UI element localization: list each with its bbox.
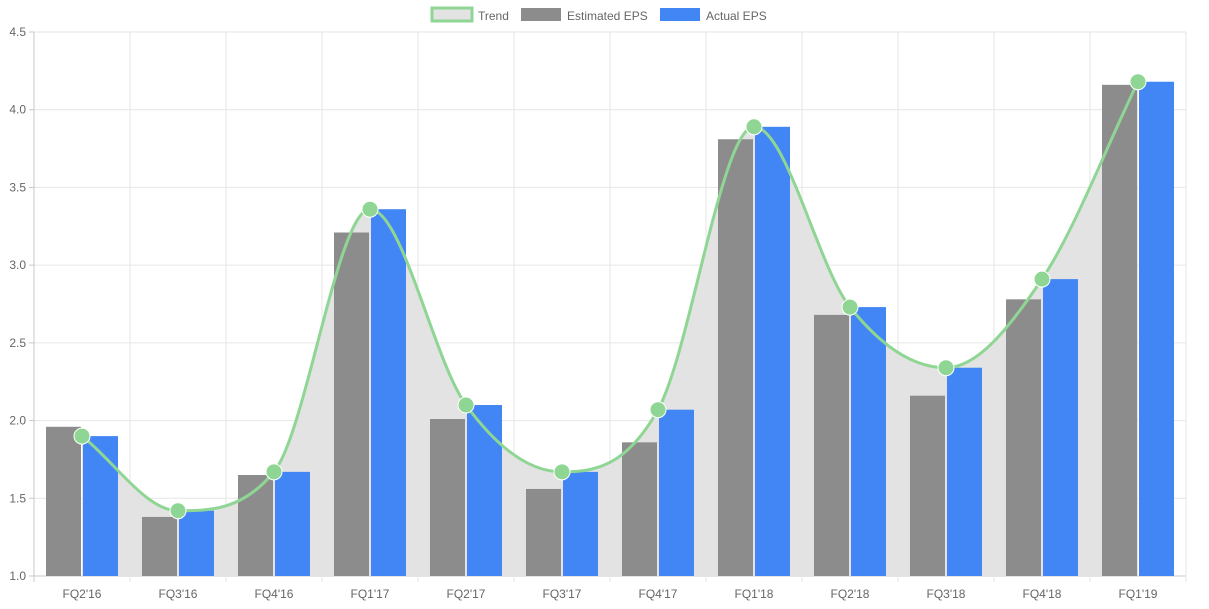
trend-point xyxy=(841,298,859,316)
trend-point xyxy=(361,200,379,218)
bar-actual-eps xyxy=(755,126,790,576)
bar-estimated-eps xyxy=(46,426,81,576)
bar-actual-eps xyxy=(947,367,982,576)
x-tick-label: FQ2'17 xyxy=(447,587,486,601)
x-tick-label: FQ3'18 xyxy=(927,587,966,601)
x-tick-label: FQ3'16 xyxy=(159,587,198,601)
x-tick-label: FQ2'18 xyxy=(831,587,870,601)
x-axis: FQ2'16 FQ3'16 FQ4'16 FQ1'17 FQ2'17 FQ3'17 FQ4'… xyxy=(63,587,1158,601)
y-tick-label: 1.0 xyxy=(9,569,26,583)
bar-estimated-eps xyxy=(430,419,465,576)
x-tick-label: FQ2'16 xyxy=(63,587,102,601)
trend-point xyxy=(649,401,667,419)
trend-point xyxy=(1033,270,1051,288)
x-tick-label: FQ4'17 xyxy=(639,587,678,601)
trend-point xyxy=(745,118,763,136)
bar-estimated-eps xyxy=(910,395,945,576)
trend-point xyxy=(937,359,955,377)
trend-point xyxy=(169,502,187,520)
bar-actual-eps xyxy=(83,436,118,576)
y-tick-label: 2.0 xyxy=(9,414,26,428)
trend-point xyxy=(1129,73,1147,91)
legend: Trend Estimated EPS Actual EPS xyxy=(430,6,767,23)
y-tick-label: 3.0 xyxy=(9,258,26,272)
legend-label-estimated-eps: Estimated EPS xyxy=(567,9,648,23)
y-tick-label: 4.5 xyxy=(9,25,26,39)
x-tick-label: FQ1'19 xyxy=(1119,587,1158,601)
bar-actual-eps xyxy=(467,405,502,576)
bar-estimated-eps xyxy=(334,232,369,576)
x-tick-label: FQ1'17 xyxy=(351,587,390,601)
y-tick-label: 3.5 xyxy=(9,180,26,194)
bar-actual-eps xyxy=(659,409,694,576)
bar-estimated-eps xyxy=(142,516,177,576)
bar-actual-eps xyxy=(371,209,406,576)
legend-label-trend: Trend xyxy=(478,9,509,23)
y-tick-label: 4.0 xyxy=(9,103,26,117)
x-tick-label: FQ1'18 xyxy=(735,587,774,601)
legend-item-estimated-eps[interactable]: Estimated EPS xyxy=(521,8,648,23)
legend-swatch-trend xyxy=(430,6,474,23)
bar-estimated-eps xyxy=(1006,299,1041,576)
trend-points xyxy=(73,73,1147,520)
bar-estimated-eps xyxy=(814,314,849,576)
bar-actual-eps xyxy=(275,471,310,576)
bar-estimated-eps xyxy=(718,139,753,576)
x-tick-label: FQ4'16 xyxy=(255,587,294,601)
y-axis: 1.0 1.5 2.0 2.5 3.0 3.5 4.0 4.5 xyxy=(9,25,34,583)
bar-actual-eps xyxy=(1043,279,1078,576)
legend-item-actual-eps[interactable]: Actual EPS xyxy=(660,8,767,23)
bar-actual-eps xyxy=(563,471,598,576)
trend-point xyxy=(265,463,283,481)
legend-item-trend[interactable]: Trend xyxy=(430,6,509,23)
x-tick-label: FQ4'18 xyxy=(1023,587,1062,601)
bar-actual-eps xyxy=(1139,81,1174,576)
trend-point xyxy=(553,463,571,481)
x-tick-label: FQ3'17 xyxy=(543,587,582,601)
legend-label-actual-eps: Actual EPS xyxy=(706,9,767,23)
legend-swatch-actual-eps xyxy=(660,8,700,21)
bar-actual-eps xyxy=(179,510,214,576)
bar-actual-eps xyxy=(851,307,886,576)
legend-swatch-estimated-eps xyxy=(521,8,561,21)
bar-estimated-eps xyxy=(1102,84,1137,577)
trend-point xyxy=(73,427,91,445)
bar-estimated-eps xyxy=(622,442,657,576)
y-tick-label: 2.5 xyxy=(9,336,26,350)
y-tick-label: 1.5 xyxy=(9,491,26,505)
bars xyxy=(46,81,1174,577)
bar-estimated-eps xyxy=(526,488,561,576)
trend-point xyxy=(457,396,475,414)
